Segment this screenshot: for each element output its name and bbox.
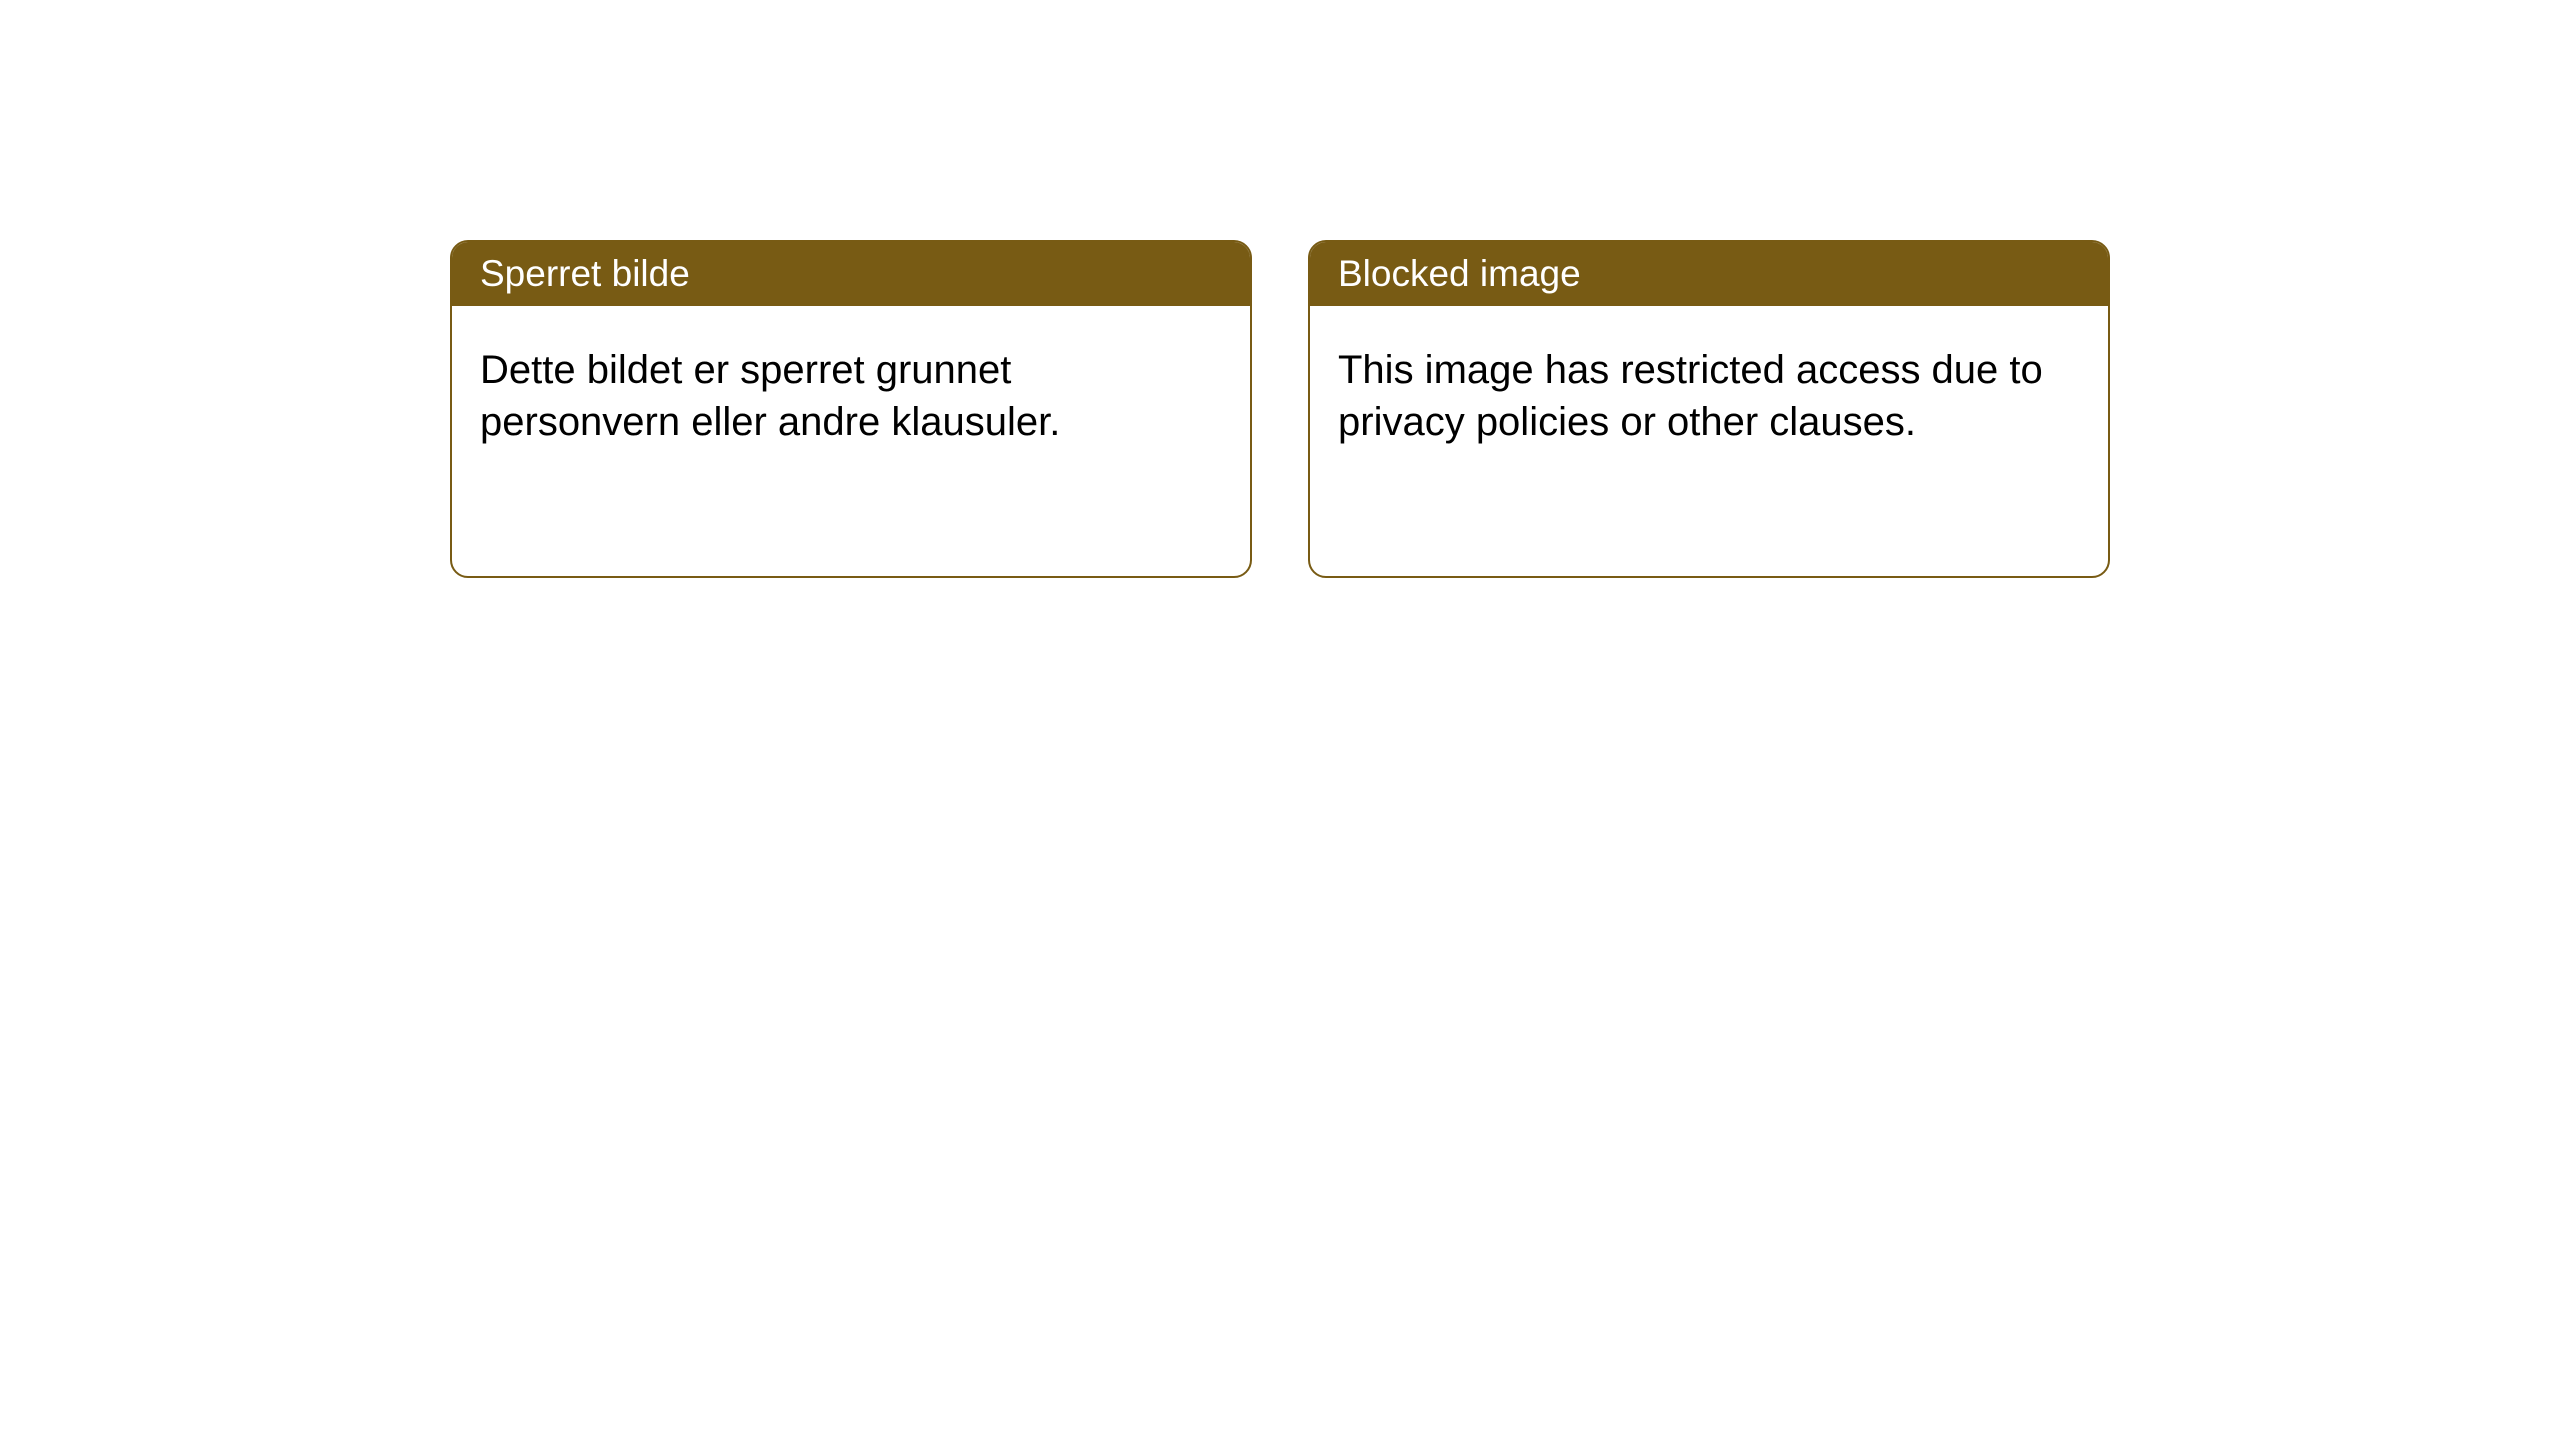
card-body-text: This image has restricted access due to … <box>1338 348 2043 444</box>
card-title: Blocked image <box>1338 253 1581 294</box>
notice-card-english: Blocked image This image has restricted … <box>1308 240 2110 578</box>
card-body: This image has restricted access due to … <box>1310 306 2108 576</box>
card-body: Dette bildet er sperret grunnet personve… <box>452 306 1250 576</box>
card-header: Sperret bilde <box>452 242 1250 306</box>
card-body-text: Dette bildet er sperret grunnet personve… <box>480 348 1060 444</box>
card-header: Blocked image <box>1310 242 2108 306</box>
card-title: Sperret bilde <box>480 253 690 294</box>
notice-card-norwegian: Sperret bilde Dette bildet er sperret gr… <box>450 240 1252 578</box>
notice-cards-container: Sperret bilde Dette bildet er sperret gr… <box>0 0 2560 578</box>
